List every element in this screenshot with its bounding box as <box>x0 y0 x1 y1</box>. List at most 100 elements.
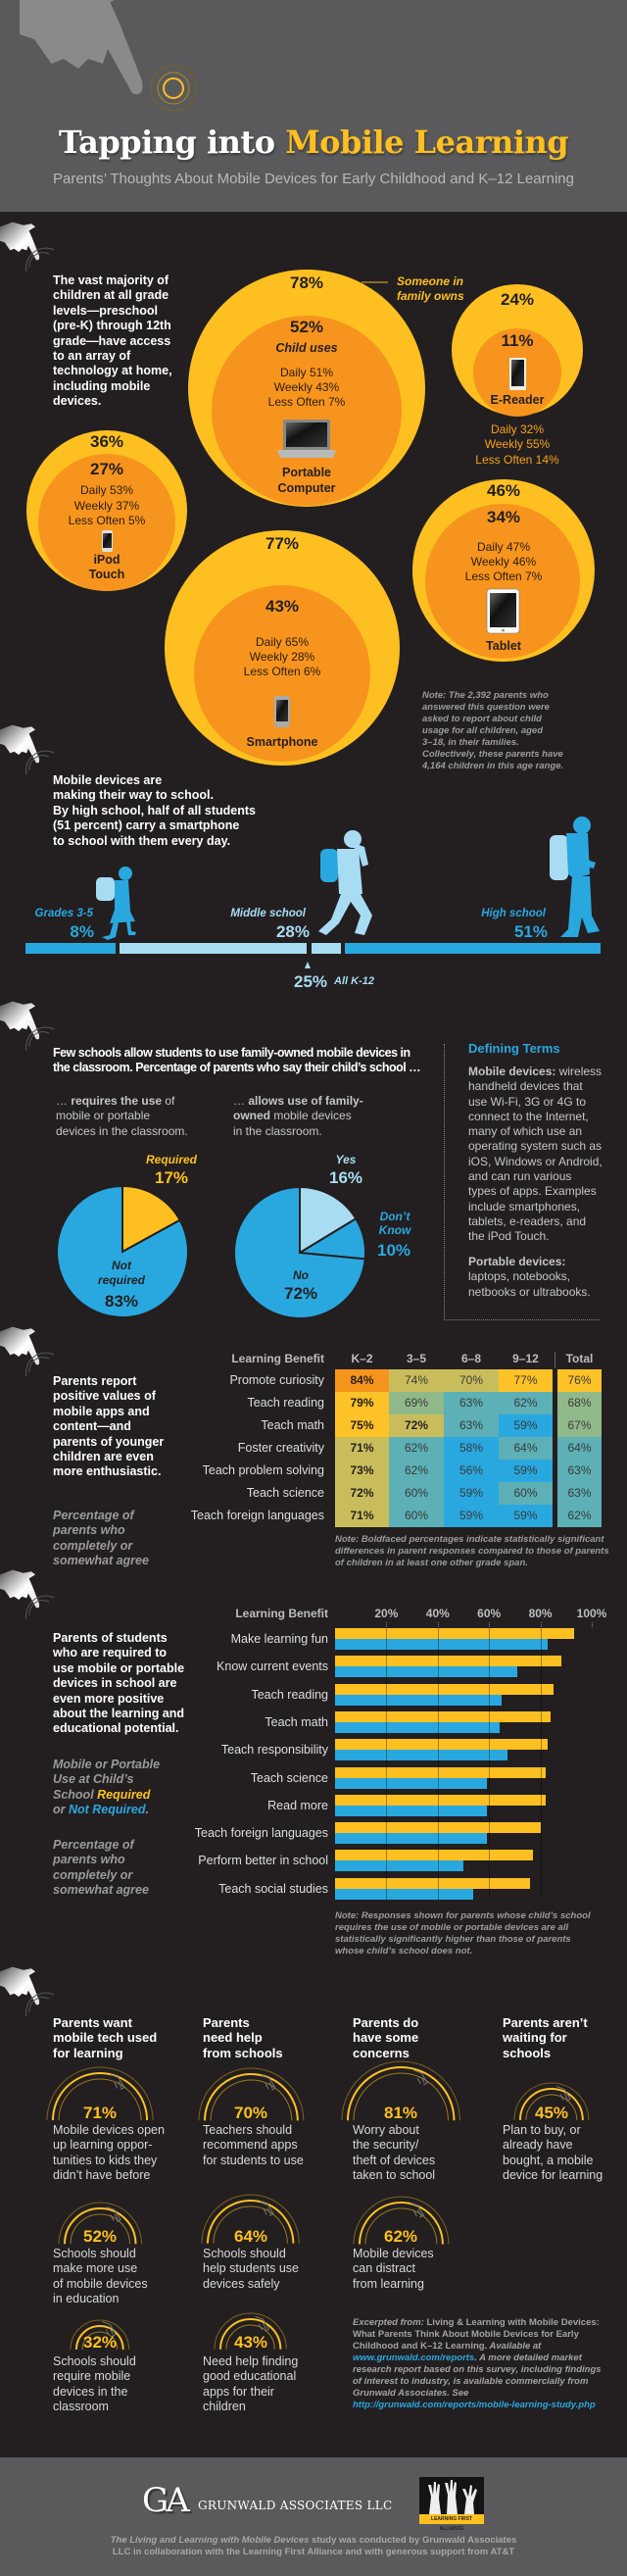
pointing-hand-icon <box>0 1326 55 1377</box>
bar-category-label: Know current events <box>217 1660 328 1674</box>
required-subtitle: Percentage of parents who completely or … <box>53 1838 149 1898</box>
footer-credit: The Living and Learning with Mobile Devi… <box>0 2535 627 2558</box>
legend-not-required: Not Required <box>68 1803 146 1817</box>
table-column-header: 9–12 <box>512 1352 539 1365</box>
less-often-usage: Less Often 7% <box>267 395 346 409</box>
pie-value-no: 72% <box>283 1284 318 1303</box>
smartphone-icon <box>274 696 290 727</box>
pie-value-not-required: 83% <box>104 1292 139 1311</box>
title-white: Tapping into <box>58 124 275 161</box>
caption-bold: requires the use <box>71 1094 163 1108</box>
term-name: Portable devices: <box>468 1255 566 1268</box>
x-tick-label: 20% <box>374 1607 399 1620</box>
bar-not-required <box>335 1777 487 1789</box>
bar-category-label: Perform better in school <box>198 1854 328 1868</box>
bar-category-label: Read more <box>267 1798 328 1812</box>
table-cell: 64% <box>557 1437 602 1460</box>
gauge-arcs-icon <box>58 2202 142 2244</box>
weekly-usage: Weekly 55% <box>484 437 551 451</box>
table-cell: 71% <box>335 1437 389 1460</box>
table-cell: 75% <box>335 1414 389 1437</box>
bar-required <box>335 1739 549 1751</box>
bar-category-label: Make learning fun <box>230 1632 328 1646</box>
devices-intro: The vast majority of children at all gra… <box>53 273 172 409</box>
bar-segment-grades-3-5 <box>25 943 116 954</box>
reports-link[interactable]: www.grunwald.com/reports <box>353 2353 475 2363</box>
bar-required <box>335 1710 552 1722</box>
device-name: Smartphone <box>246 735 318 749</box>
bar-not-required <box>335 1694 503 1706</box>
caption-requires: … requires the use of mobile or portable… <box>56 1094 188 1139</box>
less-often-usage: Less Often 14% <box>475 453 559 467</box>
x-tick-label: 40% <box>425 1607 450 1620</box>
attitude-percent: 64% <box>233 2227 268 2246</box>
all-k12-value: 25% <box>294 972 328 991</box>
attitude-description: Teachers should recommend apps for stude… <box>203 2123 304 2167</box>
table-cell: 84% <box>335 1369 389 1392</box>
table-cell: 69% <box>389 1392 444 1414</box>
table-cell: 62% <box>389 1460 444 1482</box>
hand-icon <box>260 2201 275 2217</box>
x-tick-mark <box>540 1622 542 1627</box>
term-portable-devices: Portable devices: laptops, notebooks, ne… <box>468 1255 591 1300</box>
school-intro: Mobile devices are making their way to s… <box>53 773 256 848</box>
attitude-percent: 62% <box>383 2227 418 2246</box>
x-tick-mark <box>592 1622 593 1627</box>
x-tick-label: 100% <box>576 1607 607 1620</box>
device-name: iPod Touch <box>88 553 125 581</box>
pie-label-yes: Yes <box>335 1153 357 1166</box>
attitude-percent: 32% <box>82 2333 118 2352</box>
table-cell: 63% <box>557 1460 602 1482</box>
bar-segment-middle-school-end <box>312 943 341 954</box>
pointing-hand-icon <box>0 724 55 775</box>
table-cell: 62% <box>389 1437 444 1460</box>
study-link[interactable]: http://grunwald.com/reports/mobile-learn… <box>353 2400 596 2410</box>
device-name: E-Reader <box>490 393 545 407</box>
grade-value: 28% <box>275 922 310 941</box>
bar-not-required <box>335 1639 549 1650</box>
daily-usage: Daily 51% <box>279 366 334 379</box>
weekly-usage: Weekly 37% <box>73 499 140 513</box>
circle-uses-portable-computer <box>212 316 402 506</box>
caption-text: mobile devices in the classroom. <box>233 1109 352 1138</box>
legend-text: Mobile or Portable Use at Child’s School <box>53 1758 161 1802</box>
table-row-label: Teach reading <box>247 1396 324 1410</box>
bar-required <box>335 1656 561 1667</box>
table-header-learning-benefit: Learning Benefit <box>231 1352 324 1365</box>
daily-usage: Daily 65% <box>255 635 310 649</box>
table-cell: 59% <box>499 1460 553 1482</box>
caption-text: … <box>56 1094 72 1108</box>
table-column-header: 6–8 <box>460 1352 482 1365</box>
bar-category-label: Teach responsibility <box>220 1743 328 1758</box>
circle-uses-smartphone <box>194 585 370 762</box>
uses-pct: 27% <box>89 460 124 478</box>
term-mobile-devices: Mobile devices: wireless handheld device… <box>468 1065 603 1245</box>
table-cell: 63% <box>557 1482 602 1505</box>
grade-label: High school <box>481 908 546 919</box>
table-row-label: Teach math <box>261 1418 324 1432</box>
student-girl-figure <box>96 867 136 940</box>
gauge-arcs-icon <box>341 2060 460 2120</box>
pie-slice-yes <box>299 1185 358 1255</box>
hand-icon <box>261 2074 276 2091</box>
gridline <box>386 1628 388 1900</box>
bar-category-label: Teach math <box>265 1714 328 1729</box>
pointing-hand-icon <box>0 1966 55 2017</box>
attitude-column-title: Parents need help from schools <box>203 2015 283 2060</box>
attitude-column-title: Parents do have some concerns <box>353 2015 419 2060</box>
bar-not-required <box>335 1860 463 1872</box>
table-row-label: Promote curiosity <box>229 1373 324 1387</box>
table-cell: 60% <box>389 1482 444 1505</box>
less-often-usage: Less Often 6% <box>243 665 321 678</box>
owns-pct: 24% <box>500 290 535 309</box>
legend-text: or <box>53 1803 66 1817</box>
bar-required <box>335 1766 546 1778</box>
x-tick-label: 80% <box>528 1607 553 1620</box>
gridline <box>437 1628 439 1900</box>
bar-segment-high-school <box>345 943 601 954</box>
table-cell: 72% <box>335 1482 389 1505</box>
table-cell: 70% <box>444 1369 499 1392</box>
attitude-description: Schools should require mobile devices in… <box>53 2354 136 2414</box>
attitude-percent: 70% <box>233 2104 268 2122</box>
terms-divider-bottom <box>444 1319 600 1320</box>
